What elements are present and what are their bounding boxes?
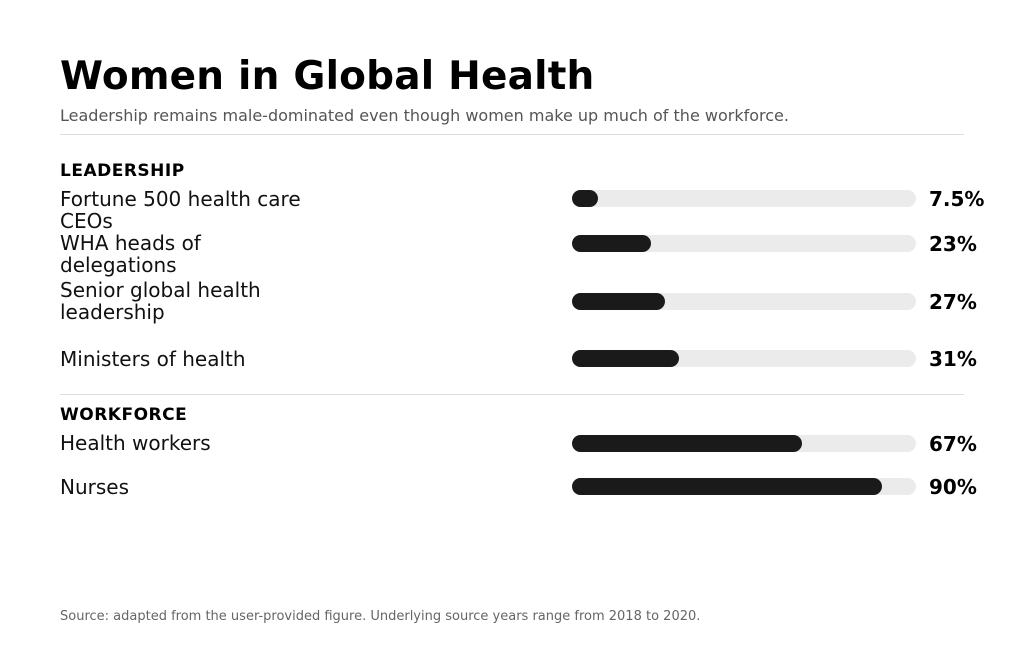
chart-subtitle: Leadership remains male-dominated even t… — [60, 106, 789, 125]
bar-fill — [572, 435, 803, 452]
bar-track — [572, 293, 916, 310]
header-divider — [60, 134, 964, 135]
bar-track — [572, 478, 916, 495]
row-label: Ministers of health — [60, 347, 246, 371]
bar-fill — [572, 235, 652, 252]
row-label: Senior global health leadership — [60, 278, 261, 324]
row-label: Health workers — [60, 431, 211, 455]
bar-value: 23% — [929, 232, 977, 256]
bar-fill — [572, 350, 679, 367]
bar-value: 7.5% — [929, 187, 985, 211]
section-heading-leadership: LEADERSHIP — [60, 161, 185, 181]
bar-fill — [572, 478, 882, 495]
chart-title: Women in Global Health — [60, 54, 595, 99]
bar-value: 27% — [929, 290, 977, 314]
row-label: WHA heads of delegations — [60, 231, 201, 277]
bar-track — [572, 235, 916, 252]
bar-value: 90% — [929, 475, 977, 499]
bar-track — [572, 190, 916, 207]
bar-fill — [572, 293, 665, 310]
bar-track — [572, 435, 916, 452]
bar-value: 31% — [929, 347, 977, 371]
bar-fill — [572, 190, 598, 207]
bar-value: 67% — [929, 432, 977, 456]
section-divider — [60, 394, 964, 395]
row-label: Nurses — [60, 475, 130, 499]
bar-track — [572, 350, 916, 367]
row-label: Fortune 500 health care CEOs — [60, 187, 301, 233]
section-heading-workforce: WORKFORCE — [60, 405, 188, 425]
source-note: Source: adapted from the user-provided f… — [60, 609, 701, 624]
